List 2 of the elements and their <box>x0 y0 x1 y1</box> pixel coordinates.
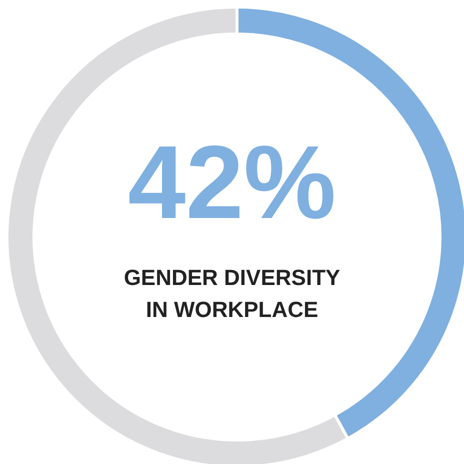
data-label: 42% <box>126 125 338 241</box>
text: GENDER DIVERSITY IN WORKPLACE <box>122 264 342 324</box>
